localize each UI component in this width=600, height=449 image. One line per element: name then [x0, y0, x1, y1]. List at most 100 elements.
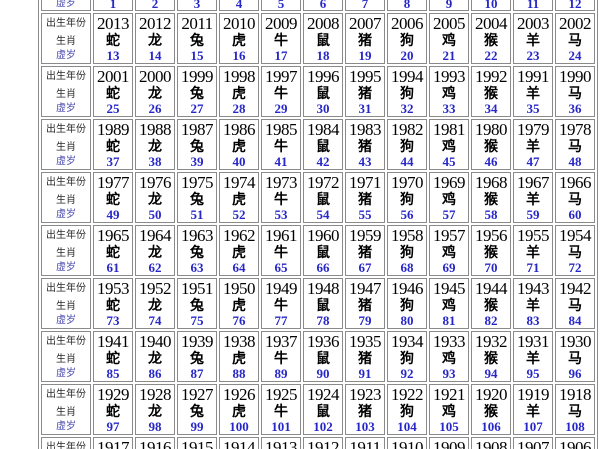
- year-zodiac-age-cell: 1922 狗 104: [387, 384, 427, 435]
- nominal-age-value: 23: [526, 48, 540, 63]
- nominal-age-value: 38: [148, 154, 162, 169]
- nominal-age-value: 80: [400, 313, 414, 328]
- row-partial-top: 虚岁 1 2 3 4 5 6 7 8 9 10 11 12: [41, 0, 595, 11]
- birth-year-value: 1906: [559, 438, 592, 449]
- nominal-age-value: 97: [106, 419, 120, 434]
- birth-year-value: 1907: [517, 438, 550, 449]
- nominal-age-value: 106: [481, 419, 501, 434]
- nominal-age-value: 29: [274, 101, 288, 116]
- zodiac-animal: 猪: [358, 34, 372, 49]
- nominal-age-value: 52: [232, 207, 246, 222]
- birth-year-value: 1952: [139, 279, 172, 298]
- year-zodiac-age-cell: 1971 猪 55: [345, 172, 385, 223]
- birth-year-value: 2013: [97, 14, 130, 33]
- year-zodiac-age-cell: 1999 兔 27: [177, 66, 217, 117]
- zodiac-animal: 蛇: [106, 405, 120, 420]
- nominal-age-value: 39: [190, 154, 204, 169]
- year-zodiac-age-cell: 1976 龙 50: [135, 172, 175, 223]
- row-group-2: 出生年份 生肖 虚岁 2001 蛇 25 2000 龙 26 1999 兔 27 1998 虎 28 1997…: [41, 66, 595, 117]
- nominal-age-label: 虚岁: [56, 262, 76, 273]
- nominal-age-value: 76: [232, 313, 246, 328]
- birth-year-value: 1957: [433, 226, 466, 245]
- zodiac-animal: 蛇: [106, 193, 120, 208]
- zodiac-animal: 牛: [274, 193, 288, 208]
- age-cell: 11: [513, 0, 553, 11]
- birth-year-value: 1916: [139, 438, 172, 449]
- birth-year-value: 1927: [181, 385, 214, 404]
- age-cell: 8: [387, 0, 427, 11]
- year-zodiac-age-cell: 1950 虎 76: [219, 278, 259, 329]
- row-group-6: 出生年份 生肖 虚岁 1953 蛇 73 1952 龙 74 1951 兔 75 1950 虎 76 1949…: [41, 278, 595, 329]
- nominal-age-value: 66: [316, 260, 330, 275]
- nominal-age-value: 78: [316, 313, 330, 328]
- birth-year-label: 出生年份: [46, 442, 86, 449]
- zodiac-animal: 鼠: [316, 34, 330, 49]
- birth-year-value: 1930: [559, 332, 592, 351]
- zodiac-animal: 鸡: [442, 193, 456, 208]
- nominal-age-value: 51: [190, 207, 204, 222]
- year-zodiac-age-cell: 2002 马 24: [555, 13, 595, 64]
- row-group-4: 出生年份 生肖 虚岁 1977 蛇 49 1976 龙 50 1975 兔 51 1974 虎 52 1973…: [41, 172, 595, 223]
- year-cell: 1908: [471, 437, 511, 449]
- year-cell: 1906: [555, 437, 595, 449]
- birth-year-value: 1966: [559, 173, 592, 192]
- zodiac-animal: 羊: [526, 299, 540, 314]
- nominal-age-value: 27: [190, 101, 204, 116]
- zodiac-animal: 兔: [190, 352, 204, 367]
- birth-year-value: 1961: [265, 226, 298, 245]
- nominal-age-value: 11: [526, 0, 540, 11]
- nominal-age-value: 48: [568, 154, 582, 169]
- nominal-age-value: 59: [526, 207, 540, 222]
- birth-year-label: 出生年份: [46, 336, 86, 347]
- year-zodiac-age-cell: 1930 马 96: [555, 331, 595, 382]
- birth-year-value: 1911: [349, 438, 381, 449]
- birth-year-value: 1999: [181, 67, 214, 86]
- nominal-age-label: 虚岁: [56, 368, 76, 379]
- age-cell: 3: [177, 0, 217, 11]
- nominal-age-value: 4: [235, 0, 243, 11]
- zodiac-label: 生肖: [56, 301, 76, 312]
- nominal-age-value: 49: [106, 207, 120, 222]
- nominal-age-value: 43: [358, 154, 372, 169]
- nominal-age-value: 92: [400, 366, 414, 381]
- zodiac-animal: 蛇: [106, 299, 120, 314]
- nominal-age-value: 96: [568, 366, 582, 381]
- zodiac-animal: 鼠: [316, 352, 330, 367]
- birth-year-value: 1949: [265, 279, 298, 298]
- year-zodiac-age-cell: 1948 鼠 78: [303, 278, 343, 329]
- year-zodiac-age-cell: 1988 龙 38: [135, 119, 175, 170]
- zodiac-label: 生肖: [56, 248, 76, 259]
- nominal-age-value: 102: [313, 419, 333, 434]
- nominal-age-value: 91: [358, 366, 372, 381]
- birth-year-value: 1931: [517, 332, 550, 351]
- birth-year-value: 1978: [559, 120, 592, 139]
- year-zodiac-age-cell: 1956 猴 70: [471, 225, 511, 276]
- birth-year-value: 2001: [97, 67, 130, 86]
- year-cell: 1915: [177, 437, 217, 449]
- zodiac-animal: 马: [568, 140, 582, 155]
- birth-year-value: 1919: [517, 385, 550, 404]
- birth-year-value: 1925: [265, 385, 298, 404]
- nominal-age-value: 73: [106, 313, 120, 328]
- birth-year-value: 1969: [433, 173, 466, 192]
- nominal-age-value: 65: [274, 260, 288, 275]
- nominal-age-value: 24: [568, 48, 582, 63]
- zodiac-animal: 狗: [400, 246, 414, 261]
- year-zodiac-age-cell: 1949 牛 77: [261, 278, 301, 329]
- nominal-age-value: 19: [358, 48, 372, 63]
- nominal-age-value: 101: [271, 419, 291, 434]
- birth-year-value: 1984: [307, 120, 340, 139]
- year-zodiac-age-cell: 1924 鼠 102: [303, 384, 343, 435]
- nominal-age-value: 67: [358, 260, 372, 275]
- year-zodiac-age-cell: 1923 猪 103: [345, 384, 385, 435]
- birth-year-value: 2007: [349, 14, 382, 33]
- birth-year-value: 1947: [349, 279, 382, 298]
- birth-year-value: 1985: [265, 120, 298, 139]
- year-zodiac-age-cell: 1951 兔 75: [177, 278, 217, 329]
- birth-year-value: 1914: [223, 438, 256, 449]
- row-label-cell: 出生年份 生肖 虚岁: [41, 278, 91, 329]
- nominal-age-value: 86: [148, 366, 162, 381]
- birth-year-value: 1938: [223, 332, 256, 351]
- zodiac-animal: 鸡: [442, 87, 456, 102]
